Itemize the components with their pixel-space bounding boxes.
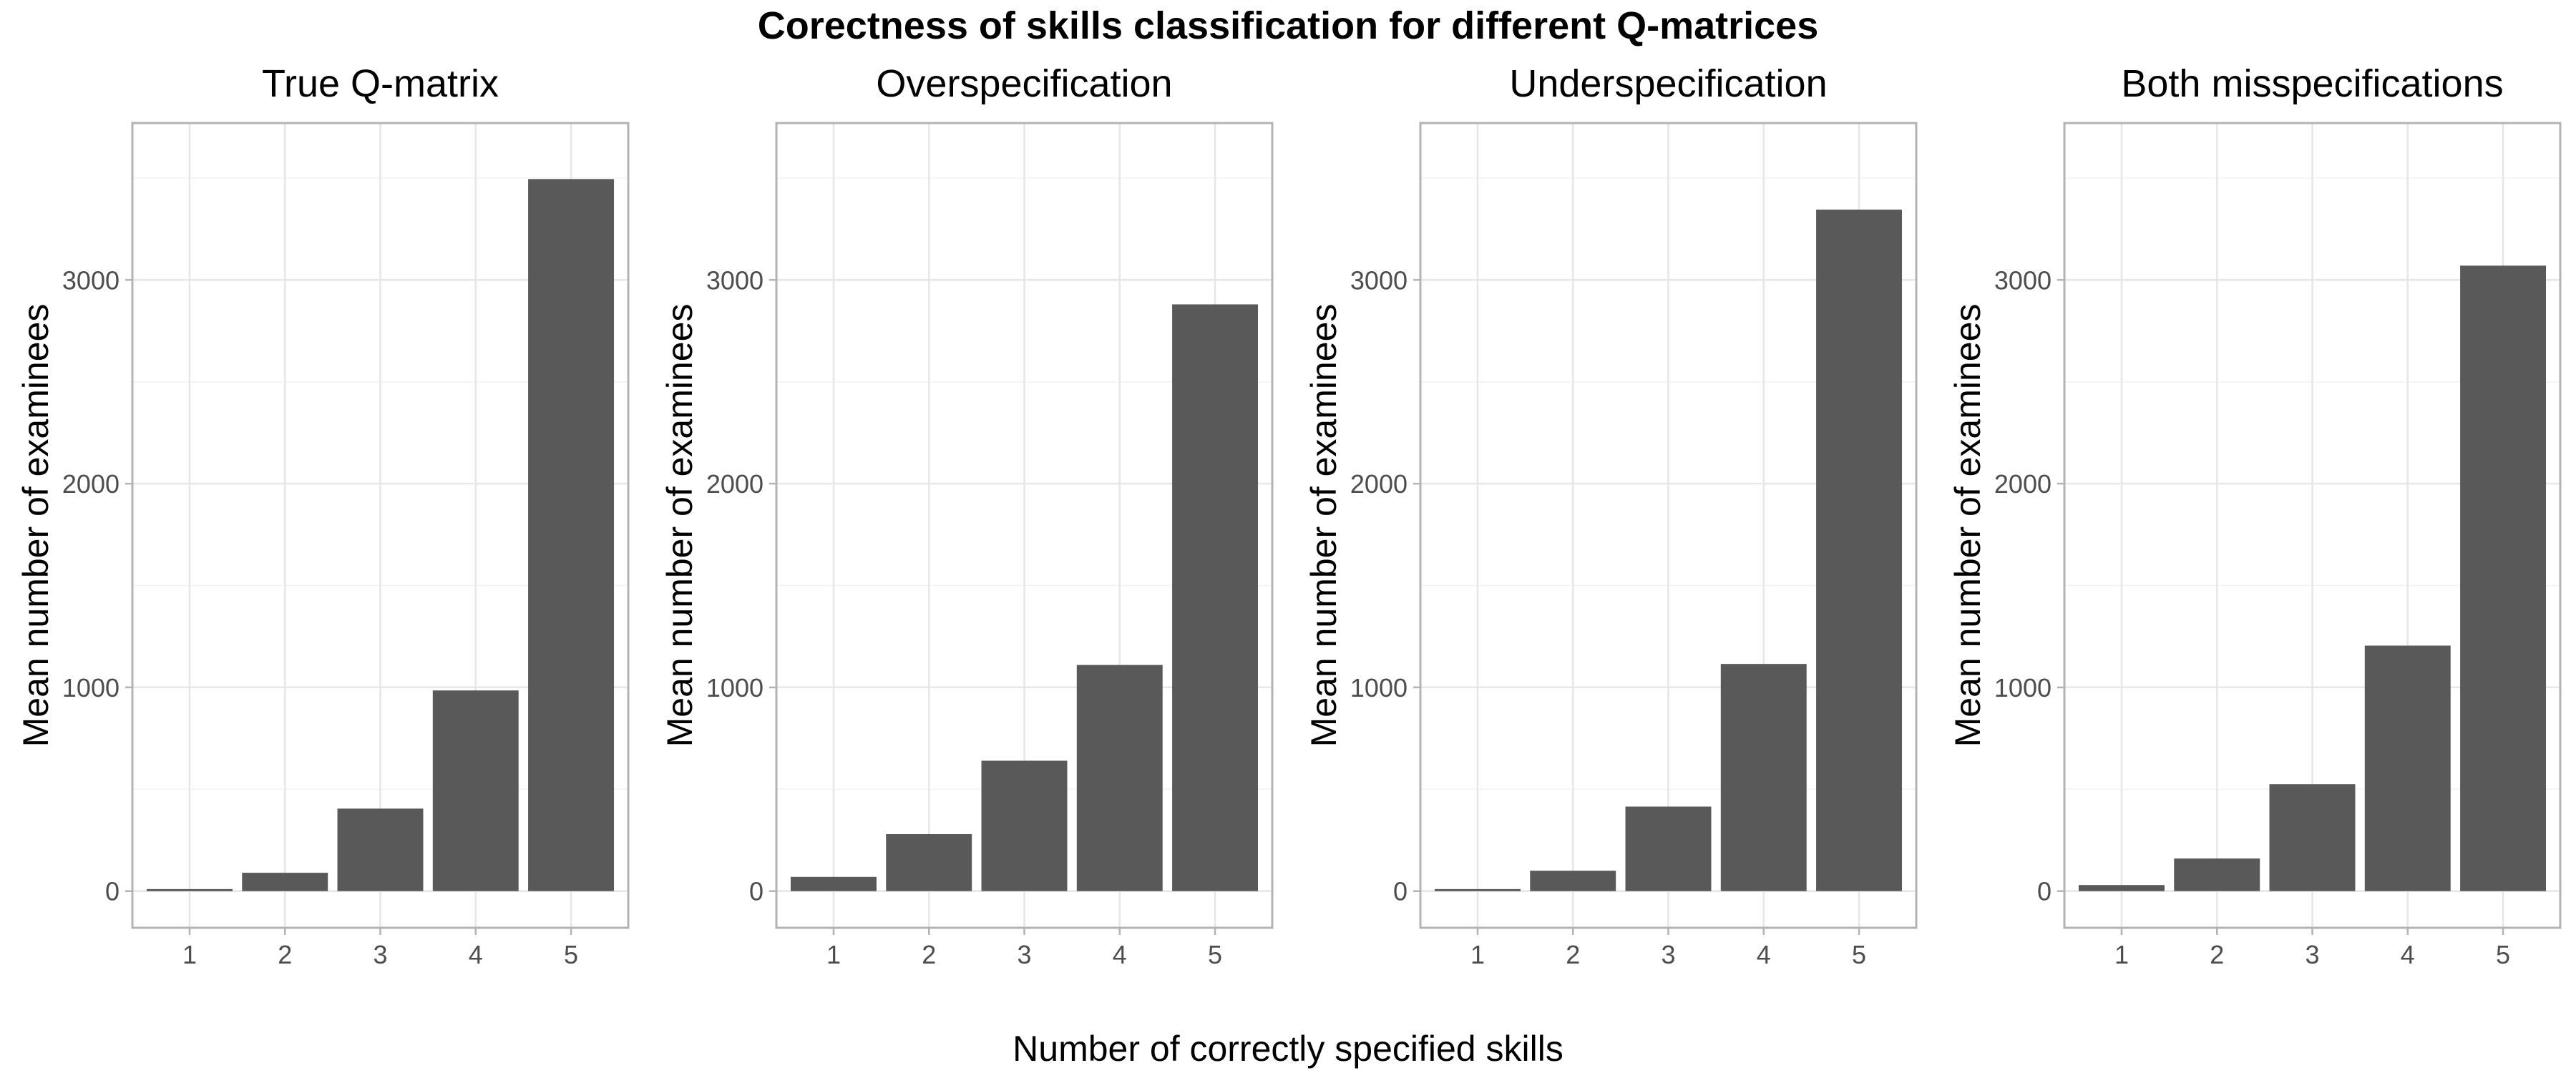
y-tick-label: 1000: [706, 673, 763, 702]
figure-title: Corectness of skills classification for …: [758, 4, 1818, 47]
bar: [2174, 858, 2260, 891]
x-tick-label: 5: [1208, 940, 1222, 969]
x-tick-label: 1: [826, 940, 841, 969]
bar: [337, 808, 424, 891]
x-tick-label: 3: [1661, 940, 1675, 969]
bar: [1530, 871, 1616, 891]
y-tick-label: 1000: [1350, 673, 1407, 702]
chart-panel: Both misspecifications 0 1000 2000 3000 1 2 3 4 5…: [1948, 62, 2562, 969]
x-tick-label: 1: [1470, 940, 1485, 969]
x-tick-label: 3: [2305, 940, 2319, 969]
y-tick-label: 1000: [62, 673, 119, 702]
bar: [2460, 265, 2547, 891]
y-tick-label: 0: [2037, 877, 2051, 906]
bar: [1434, 888, 1521, 891]
y-tick-label: 0: [749, 877, 763, 906]
bar: [1816, 210, 1903, 891]
y-tick-label: 0: [1393, 877, 1407, 906]
x-tick-label: 3: [1017, 940, 1031, 969]
x-tick-label: 2: [1566, 940, 1580, 969]
panel-title: Both misspecifications: [2121, 62, 2503, 105]
bar: [1625, 806, 1712, 891]
y-axis-title: Mean number of examinees: [16, 304, 56, 748]
chart-panel: Underspecification 0 1000 2000 3000 1 2 3 4 5 Mean…: [1304, 62, 1918, 969]
y-tick-label: 3000: [1350, 265, 1407, 295]
x-tick-label: 5: [564, 940, 578, 969]
y-tick-label: 3000: [706, 265, 763, 295]
bar: [1076, 665, 1163, 891]
bar: [886, 833, 972, 891]
y-tick-label: 1000: [1994, 673, 2051, 702]
chart-panel: Overspecification 0 1000 2000 3000 1 2 3 4 5 Mean …: [660, 62, 1274, 969]
x-tick-label: 4: [1113, 940, 1127, 969]
bar: [432, 690, 519, 891]
y-tick-label: 2000: [706, 469, 763, 499]
x-tick-label: 4: [1757, 940, 1771, 969]
x-tick-label: 3: [373, 940, 387, 969]
bar: [2269, 784, 2356, 891]
bar: [981, 760, 1068, 891]
panel-title: Overspecification: [876, 62, 1172, 105]
x-tick-label: 2: [278, 940, 292, 969]
bar: [1172, 304, 1259, 891]
y-axis-title: Mean number of examinees: [660, 304, 700, 748]
y-tick-label: 2000: [1350, 469, 1407, 499]
x-tick-label: 5: [2496, 940, 2510, 969]
y-tick-label: 2000: [62, 469, 119, 499]
x-tick-label: 2: [2210, 940, 2224, 969]
x-tick-label: 5: [1852, 940, 1866, 969]
x-tick-label: 2: [922, 940, 936, 969]
x-tick-label: 4: [469, 940, 483, 969]
panel-title: Underspecification: [1509, 62, 1827, 105]
y-tick-label: 3000: [1994, 265, 2051, 295]
bar: [146, 888, 233, 891]
bar: [2078, 885, 2165, 891]
y-axis-title: Mean number of examinees: [1948, 304, 1988, 748]
x-tick-label: 1: [2114, 940, 2129, 969]
chart-panel: True Q-matrix 0 1000 2000 3000 1 2 3 4 5 Mean numb…: [16, 62, 630, 969]
x-tick-label: 4: [2401, 940, 2415, 969]
y-axis-title: Mean number of examinees: [1304, 304, 1344, 748]
bar: [242, 873, 328, 891]
y-tick-label: 0: [105, 877, 119, 906]
x-axis-title: Number of correctly specified skills: [1013, 1029, 1563, 1069]
y-tick-label: 2000: [1994, 469, 2051, 499]
panel-title: True Q-matrix: [262, 62, 499, 105]
bar: [528, 179, 615, 891]
y-tick-label: 3000: [62, 265, 119, 295]
bar: [2364, 645, 2451, 891]
bar: [790, 876, 877, 891]
bar: [1720, 664, 1807, 891]
x-tick-label: 1: [182, 940, 197, 969]
